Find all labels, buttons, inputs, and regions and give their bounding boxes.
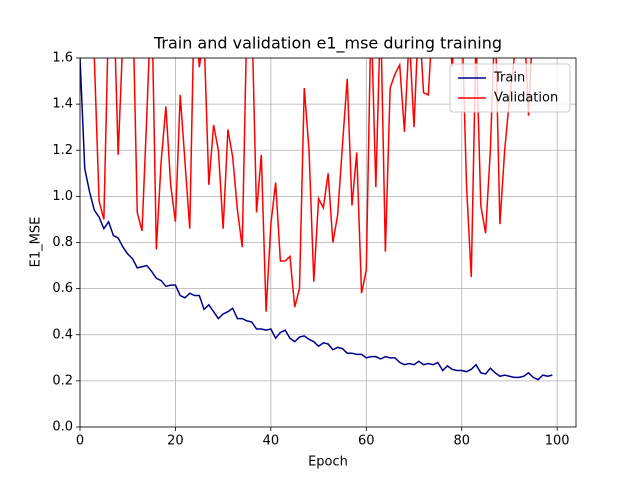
legend-label: Train [493, 71, 525, 86]
x-tick-label: 0 [76, 434, 84, 449]
y-tick-label: 0.6 [52, 281, 73, 296]
legend-label: Validation [494, 91, 558, 106]
x-tick-label: 60 [358, 434, 375, 449]
y-tick-label: 0.4 [52, 327, 73, 342]
y-tick-label: 0.0 [52, 420, 73, 435]
y-tick-label: 0.2 [52, 373, 73, 388]
plot-area [80, 58, 553, 381]
x-tick-label: 80 [453, 434, 470, 449]
ticks: 0 20 40 60 80 100 0.0 0.2 0.4 0.6 0.8 1.0 1.2 1.4 1.6 [52, 51, 569, 449]
series-line [80, 58, 553, 381]
y-tick-label: 1.0 [52, 189, 73, 204]
x-tick-label: 100 [545, 434, 570, 449]
x-axis-label: Epoch [308, 455, 348, 470]
series-line [93, 58, 532, 312]
y-tick-label: 1.4 [52, 97, 73, 112]
x-tick-label: 40 [263, 434, 280, 449]
legend-box [449, 63, 571, 113]
x-tick-label: 20 [167, 434, 184, 449]
legend: Train Validation [449, 63, 571, 113]
y-axis-label: E1_MSE [29, 217, 44, 268]
y-tick-label: 1.6 [52, 51, 73, 66]
y-tick-label: 0.8 [52, 235, 73, 250]
y-tick-label: 1.2 [52, 143, 73, 158]
chart-title: Train and validation e1_mse during train… [153, 34, 502, 54]
